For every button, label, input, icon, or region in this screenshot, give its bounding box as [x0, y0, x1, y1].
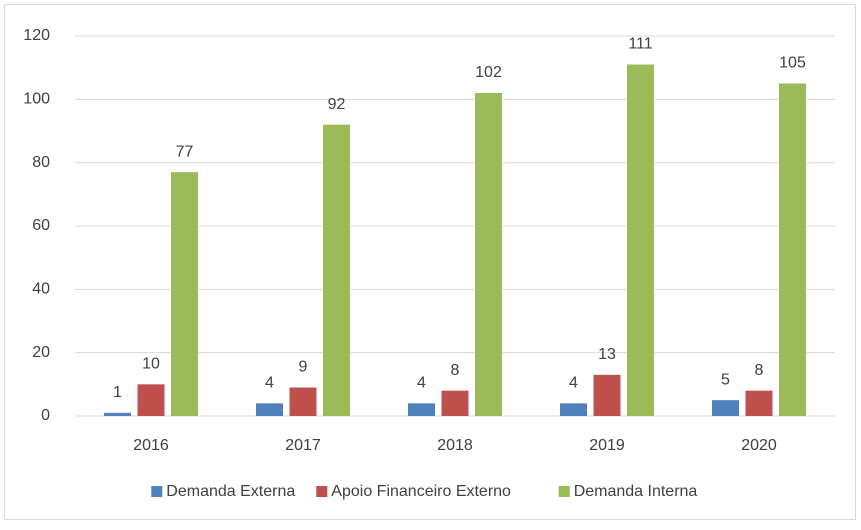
data-label: 111: [628, 36, 652, 53]
data-label: 4: [417, 375, 426, 392]
y-tick-label: 120: [23, 27, 50, 44]
data-label: 77: [176, 143, 194, 160]
data-label: 10: [142, 356, 160, 373]
y-tick-label: 60: [32, 217, 50, 234]
legend-swatch: [151, 486, 163, 497]
x-tick-label: 2017: [285, 437, 321, 454]
bar: [627, 64, 654, 416]
y-tick-label: 80: [32, 154, 50, 171]
x-tick-label: 2020: [741, 437, 777, 454]
legend-label: Apoio Financeiro Externo: [331, 483, 511, 500]
legend-label: Demanda Externa: [166, 483, 295, 500]
y-tick-label: 0: [41, 407, 50, 424]
bar: [137, 384, 165, 416]
legend-swatch: [316, 486, 328, 497]
bar: [593, 374, 621, 416]
legend-label: Demanda Interna: [574, 483, 698, 500]
data-label: 92: [328, 96, 346, 113]
bar: [256, 403, 283, 416]
data-label: 5: [721, 371, 730, 388]
bar: [745, 390, 773, 416]
y-tick-label: 20: [32, 344, 50, 361]
data-label: 1: [113, 384, 122, 401]
data-label: 102: [475, 64, 502, 81]
bar: [104, 412, 131, 416]
data-label: 9: [299, 359, 308, 376]
bar: [171, 172, 198, 416]
y-tick-label: 40: [32, 281, 50, 298]
x-tick-label: 2019: [589, 437, 625, 454]
chart-border: [4, 4, 856, 520]
data-label: 8: [755, 362, 764, 379]
bar: [408, 403, 435, 416]
y-tick-label: 100: [23, 91, 50, 108]
bar: [441, 390, 469, 416]
legend-swatch: [558, 486, 570, 497]
bar: [712, 400, 739, 416]
data-label: 8: [451, 362, 460, 379]
x-tick-label: 2016: [133, 437, 169, 454]
data-label: 4: [569, 375, 578, 392]
data-label: 4: [265, 375, 274, 392]
bar: [323, 124, 350, 417]
bar: [289, 387, 317, 416]
data-label: 13: [598, 346, 616, 363]
bar: [779, 83, 806, 416]
data-label: 105: [779, 55, 806, 72]
bar: [475, 93, 502, 416]
x-tick-label: 2018: [437, 437, 473, 454]
bar: [560, 403, 587, 416]
